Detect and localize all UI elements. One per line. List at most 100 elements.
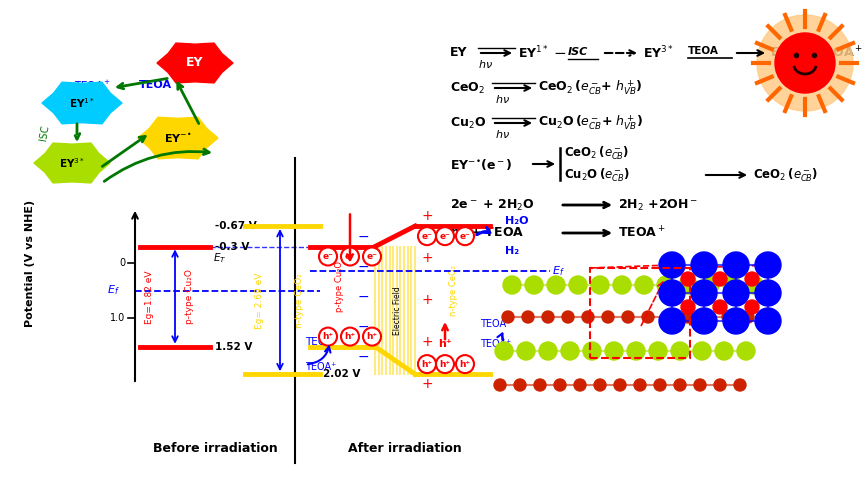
Circle shape: [547, 276, 565, 294]
Circle shape: [674, 379, 686, 391]
Circle shape: [745, 300, 759, 314]
Text: h⁺: h⁺: [438, 339, 452, 349]
Circle shape: [613, 276, 631, 294]
Text: +: +: [421, 209, 433, 223]
Text: h⁺: h⁺: [460, 359, 471, 369]
Circle shape: [723, 276, 741, 294]
Text: $h\nu$: $h\nu$: [494, 128, 510, 140]
Circle shape: [691, 280, 717, 306]
Bar: [590, 268, 690, 358]
Text: -0.3 V: -0.3 V: [215, 242, 250, 251]
Circle shape: [679, 276, 697, 294]
Circle shape: [745, 272, 759, 286]
Circle shape: [525, 276, 543, 294]
Circle shape: [591, 276, 609, 294]
Text: −: −: [357, 259, 369, 274]
Circle shape: [694, 379, 706, 391]
Text: TEOA$^+$: TEOA$^+$: [74, 78, 111, 92]
Text: 2.02 V: 2.02 V: [323, 369, 360, 379]
Circle shape: [363, 247, 381, 266]
Text: −: −: [357, 230, 369, 244]
Polygon shape: [42, 82, 122, 124]
Circle shape: [539, 342, 557, 360]
Circle shape: [594, 379, 606, 391]
Circle shape: [681, 300, 695, 314]
Circle shape: [755, 280, 781, 306]
Circle shape: [614, 379, 626, 391]
Circle shape: [319, 247, 337, 266]
Text: h⁺: h⁺: [366, 332, 378, 341]
Circle shape: [569, 276, 587, 294]
Text: 2H$_2$ +2OH$^-$: 2H$_2$ +2OH$^-$: [618, 198, 698, 212]
Circle shape: [671, 342, 689, 360]
Text: h⁺: h⁺: [322, 332, 334, 341]
Text: TEOA: TEOA: [688, 46, 719, 56]
Text: TEOA⁺: TEOA⁺: [305, 361, 336, 372]
Circle shape: [642, 311, 654, 323]
Circle shape: [582, 311, 594, 323]
Circle shape: [742, 311, 754, 323]
Text: Before irradiation: Before irradiation: [153, 442, 277, 455]
Text: EY: EY: [187, 57, 204, 70]
Text: +: +: [421, 335, 433, 349]
Circle shape: [691, 252, 717, 278]
Text: $h\nu$: $h\nu$: [494, 93, 510, 105]
Text: +: +: [421, 377, 433, 391]
Circle shape: [341, 328, 359, 346]
Circle shape: [341, 247, 359, 266]
Circle shape: [662, 311, 674, 323]
Circle shape: [654, 379, 666, 391]
Text: e⁻: e⁻: [345, 252, 355, 261]
Circle shape: [775, 33, 835, 93]
Circle shape: [737, 342, 755, 360]
Circle shape: [561, 342, 579, 360]
Text: EY$^{1*}$: EY$^{1*}$: [518, 45, 550, 61]
Text: $E_f$: $E_f$: [552, 264, 565, 278]
Circle shape: [418, 355, 436, 373]
Circle shape: [715, 342, 733, 360]
Circle shape: [681, 272, 695, 286]
Text: −: −: [554, 45, 567, 61]
Text: e⁻: e⁻: [422, 232, 433, 241]
Circle shape: [714, 379, 726, 391]
Text: n-type CeO₂: n-type CeO₂: [295, 274, 304, 328]
Text: EY$^{1*}$: EY$^{1*}$: [69, 96, 95, 110]
Text: TEOA$^+$: TEOA$^+$: [618, 225, 665, 241]
Circle shape: [734, 379, 746, 391]
Polygon shape: [157, 43, 233, 83]
Circle shape: [713, 272, 727, 286]
Text: h⁺: h⁺: [345, 332, 356, 341]
Text: Potential (V vs NHE): Potential (V vs NHE): [25, 200, 35, 326]
Text: Eg= 2.69 eV: Eg= 2.69 eV: [256, 273, 264, 329]
Circle shape: [602, 311, 614, 323]
Text: TEOA: TEOA: [480, 319, 506, 329]
Circle shape: [456, 227, 474, 245]
Circle shape: [622, 311, 634, 323]
Circle shape: [517, 342, 535, 360]
Text: H₂O: H₂O: [505, 216, 529, 226]
Circle shape: [514, 379, 526, 391]
Circle shape: [635, 276, 653, 294]
Text: p-type Cu₂O: p-type Cu₂O: [186, 270, 194, 324]
Text: After irradiation: After irradiation: [348, 442, 462, 455]
Text: Cu$_2$O: Cu$_2$O: [450, 115, 486, 131]
Text: CeO$_2$ ($e_{CB}^-$): CeO$_2$ ($e_{CB}^-$): [753, 166, 818, 184]
Text: TEOA⁺: TEOA⁺: [480, 339, 511, 349]
Text: n-type CeO₂: n-type CeO₂: [448, 266, 458, 317]
Circle shape: [522, 311, 534, 323]
Text: EY$^{3*}$: EY$^{3*}$: [643, 45, 674, 61]
Text: h⁺: h⁺: [440, 359, 450, 369]
Text: $E_f$: $E_f$: [107, 283, 120, 297]
Circle shape: [503, 276, 521, 294]
Text: −: −: [357, 319, 369, 334]
Circle shape: [456, 355, 474, 373]
Text: CeO$_2$ ($e_{CB}^-$): CeO$_2$ ($e_{CB}^-$): [564, 144, 629, 162]
Circle shape: [418, 227, 436, 245]
Circle shape: [554, 379, 566, 391]
Circle shape: [701, 276, 719, 294]
Polygon shape: [34, 143, 110, 183]
Circle shape: [542, 311, 554, 323]
Circle shape: [659, 252, 685, 278]
Circle shape: [755, 308, 781, 334]
Text: ISC: ISC: [38, 124, 50, 141]
